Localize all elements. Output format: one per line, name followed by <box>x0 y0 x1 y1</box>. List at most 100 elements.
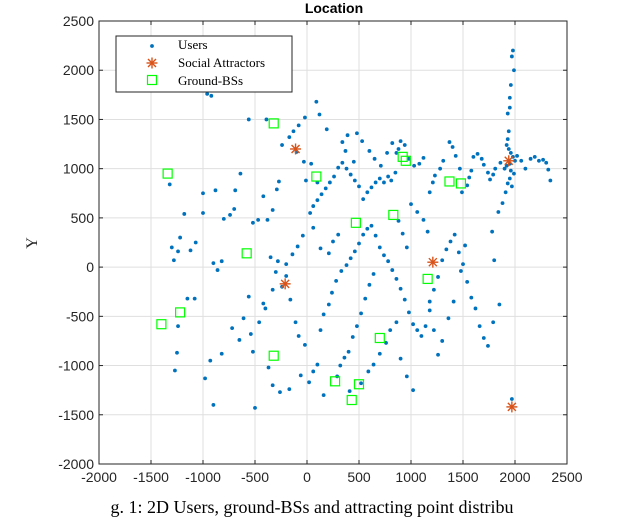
user-point <box>192 296 197 301</box>
user-point <box>213 188 218 193</box>
user-point <box>185 296 190 301</box>
user-point <box>330 290 334 295</box>
user-point <box>369 185 374 190</box>
user-point <box>344 263 349 268</box>
x-tick-label: 1500 <box>447 469 478 485</box>
user-point <box>523 166 528 171</box>
user-point <box>175 350 179 355</box>
ground-bs-point <box>268 118 279 129</box>
user-point <box>475 152 480 156</box>
user-point <box>460 190 464 195</box>
user-point <box>232 207 237 211</box>
user-point <box>203 376 207 381</box>
user-point <box>208 358 213 363</box>
x-tick-label: 0 <box>303 469 311 485</box>
user-point <box>201 211 205 215</box>
legend-label-ground-bss: Ground-BSs <box>178 73 243 88</box>
user-point <box>291 129 296 134</box>
user-point <box>469 168 474 173</box>
user-point <box>209 93 214 98</box>
user-point <box>228 213 232 217</box>
user-point <box>409 202 413 207</box>
user-point <box>427 308 432 313</box>
legend-marker <box>146 74 158 86</box>
user-point <box>211 403 216 407</box>
user-point <box>427 190 432 195</box>
user-point <box>465 183 470 188</box>
user-point <box>398 139 403 144</box>
user-point <box>441 158 446 163</box>
user-point <box>382 180 386 185</box>
user-point <box>296 334 301 338</box>
user-point <box>446 316 451 321</box>
user-point <box>270 383 275 388</box>
user-point <box>246 117 251 122</box>
user-point <box>505 111 510 116</box>
user-point <box>411 322 415 327</box>
user-point <box>339 269 344 273</box>
user-point <box>506 147 511 151</box>
user-point <box>504 143 509 147</box>
user-point <box>481 162 486 167</box>
user-point <box>278 390 282 395</box>
user-point <box>237 338 242 342</box>
x-tick-label: -500 <box>241 469 269 485</box>
user-point <box>450 145 455 149</box>
y-tick-label: 0 <box>86 259 94 275</box>
user-point <box>394 277 399 281</box>
user-point <box>256 217 261 222</box>
user-point <box>352 178 357 183</box>
social-attractor-point <box>503 155 515 167</box>
user-point <box>280 143 284 147</box>
user-point <box>385 151 389 155</box>
user-point <box>507 95 512 100</box>
user-point <box>511 48 515 53</box>
user-point <box>372 156 377 161</box>
user-point <box>453 153 458 158</box>
user-point <box>311 225 316 230</box>
user-point <box>378 163 383 168</box>
user-point <box>317 112 322 117</box>
user-point <box>295 244 300 249</box>
user-point <box>537 158 541 163</box>
user-point <box>546 167 551 172</box>
user-point <box>261 301 266 306</box>
ground-bs-point <box>374 332 385 344</box>
user-point <box>377 176 382 181</box>
user-point <box>167 182 172 187</box>
user-point <box>505 137 510 142</box>
user-point <box>447 140 452 144</box>
user-point <box>352 249 357 254</box>
user-point <box>365 190 370 195</box>
user-point <box>230 326 235 331</box>
user-point <box>371 362 376 367</box>
user-point <box>491 172 496 177</box>
user-point <box>394 151 399 155</box>
user-point <box>363 296 368 301</box>
ground-bs-point <box>241 248 252 259</box>
user-point <box>509 397 514 401</box>
axes-box <box>98 20 568 465</box>
ground-bs-point <box>175 307 186 318</box>
user-point <box>311 369 316 374</box>
user-point <box>251 349 255 354</box>
ground-bs-point <box>455 178 467 189</box>
user-point <box>296 123 301 128</box>
user-point <box>253 405 257 410</box>
user-point <box>251 220 255 225</box>
user-point <box>336 232 341 237</box>
user-point <box>219 259 224 264</box>
user-point <box>412 163 417 168</box>
user-point <box>327 180 332 185</box>
user-point <box>315 362 320 367</box>
user-point <box>415 210 420 214</box>
user-point <box>343 149 348 153</box>
user-point <box>350 335 355 339</box>
x-tick-label: -2000 <box>81 469 117 485</box>
social-attractor-point <box>506 401 518 413</box>
user-point <box>544 160 549 165</box>
user-point <box>500 201 505 206</box>
user-point <box>436 275 440 279</box>
user-point <box>342 355 347 360</box>
user-point <box>469 295 474 300</box>
